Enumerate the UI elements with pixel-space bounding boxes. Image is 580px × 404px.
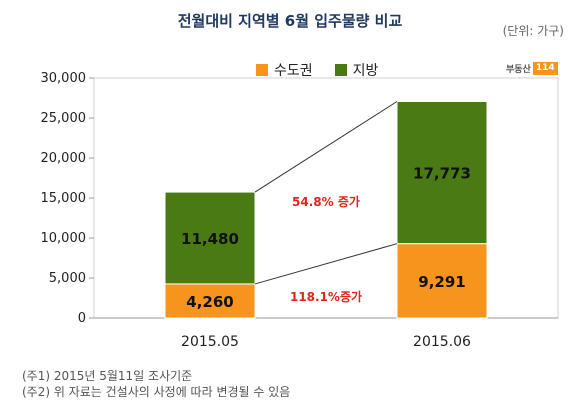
- chart-title: 전월대비 지역별 6월 입주물량 비교: [177, 12, 403, 30]
- value-label-capital-1: 9,291: [418, 273, 465, 291]
- value-label-capital-0: 4,260: [186, 293, 233, 311]
- logo-text: 부동산: [506, 64, 531, 75]
- bar-capital-0: [164, 283, 256, 319]
- legend-label-provincial: 지방: [352, 63, 379, 79]
- unit-label: (단위: 가구): [502, 24, 564, 38]
- legend-item-provincial: 지방: [334, 60, 379, 80]
- connector-capital-line: [254, 243, 398, 285]
- bar-provincial-1: [396, 100, 488, 245]
- y-tick-label: 20,000: [41, 151, 87, 166]
- y-tick-label: 5,000: [49, 271, 86, 286]
- change-label-capital: 118.1%증가: [290, 289, 362, 304]
- y-tick-label: 10,000: [41, 231, 87, 246]
- legend-label-capital: 수도권: [274, 63, 313, 79]
- y-tick-label: 30,000: [41, 71, 87, 86]
- bar-provincial-0: [164, 191, 256, 285]
- connector-total-line: [254, 101, 398, 193]
- value-label-provincial-1: 17,773: [413, 165, 471, 183]
- footnote-2: (주2) 위 자료는 건설사의 사정에 따라 변경될 수 있음: [22, 385, 291, 399]
- value-label-provincial-0: 11,480: [181, 230, 239, 248]
- footnote-1: (주1) 2015년 5월11일 조사기준: [22, 369, 193, 383]
- logo-tag: 114: [532, 61, 558, 75]
- bar-capital-1: [396, 243, 488, 319]
- legend: 수도권 지방: [256, 60, 400, 80]
- legend-swatch-provincial: [334, 64, 347, 76]
- y-tick-label: 25,000: [41, 111, 87, 126]
- legend-swatch-capital: [256, 64, 268, 76]
- legend-item-capital: 수도권: [256, 60, 313, 80]
- x-category-label: 2015.05: [181, 334, 239, 350]
- change-label-total: 54.8% 증가: [292, 194, 360, 209]
- x-category-label: 2015.06: [413, 334, 471, 350]
- footnotes: (주1) 2015년 5월11일 조사기준 (주2) 위 자료는 건설사의 사정…: [22, 368, 290, 400]
- y-tick-label: 15,000: [41, 191, 87, 206]
- y-tick-label: 0: [78, 311, 86, 326]
- brand-logo: 부동산 114: [506, 60, 558, 76]
